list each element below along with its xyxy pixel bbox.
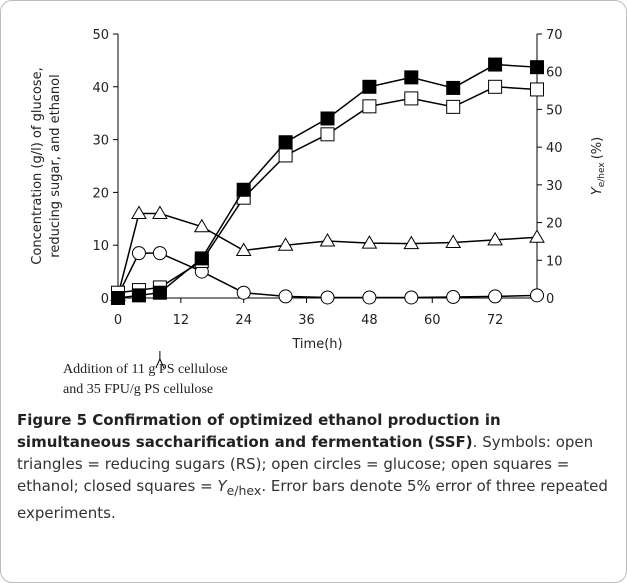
marker xyxy=(277,237,294,251)
marker xyxy=(446,80,461,95)
marker xyxy=(488,79,503,94)
marker xyxy=(319,232,336,247)
annotation: Addition of 11 g PS cellulose xyxy=(63,362,228,377)
y2-tick-label: 20 xyxy=(546,217,563,232)
marker xyxy=(404,290,419,305)
marker xyxy=(193,218,210,233)
y2-tick-label: 40 xyxy=(546,141,563,156)
marker xyxy=(530,82,544,97)
y2-label-sub: e/hex xyxy=(597,162,607,188)
y2-tick-label: 50 xyxy=(546,103,563,118)
y-tick-label: 50 xyxy=(92,28,109,43)
y2-tick-label: 60 xyxy=(546,66,563,81)
x-tick-label: 0 xyxy=(114,313,122,328)
marker xyxy=(446,289,461,304)
y-tick-label: 40 xyxy=(92,81,109,96)
annotation: and 35 FPU/g PS cellulose xyxy=(63,382,213,397)
marker xyxy=(446,99,461,114)
marker xyxy=(194,251,209,266)
marker xyxy=(278,135,293,150)
caption-subscript: e/hex xyxy=(226,483,262,498)
marker xyxy=(488,289,503,304)
y2-label-main: Y xyxy=(590,186,605,195)
y-axis-label: Concentration (g/l) of glucose, xyxy=(30,67,45,264)
y2-label-unit: (%) xyxy=(590,137,605,160)
series-line xyxy=(117,212,538,296)
marker xyxy=(362,290,377,305)
marker xyxy=(278,289,293,304)
marker xyxy=(530,60,544,75)
y-tick-label: 30 xyxy=(92,134,109,149)
caption-text: . Error bars denote 5% error of three re… xyxy=(17,477,608,522)
x-tick-label: 48 xyxy=(361,313,378,328)
caption-title: Figure 5 Confirmation of optimized ethan… xyxy=(17,411,501,451)
marker xyxy=(152,246,167,261)
marker xyxy=(404,91,419,106)
caption-text: . Symbols: open triangles = reducing sug… xyxy=(17,433,594,495)
x-tick-label: 24 xyxy=(235,313,252,328)
marker xyxy=(131,205,147,220)
chart: 0 10 20 30 40 50 0 10 20 30 40 50 60 70 0 12 24 36 48 60 72 T… xyxy=(30,28,607,397)
marker xyxy=(131,246,146,261)
marker xyxy=(361,235,378,249)
marker xyxy=(445,234,462,249)
marker xyxy=(320,127,335,142)
marker xyxy=(236,285,251,300)
marker xyxy=(236,182,251,197)
x-axis-label: Time(h) xyxy=(291,337,342,352)
marker xyxy=(131,288,146,303)
marker xyxy=(320,111,335,126)
marker xyxy=(152,205,168,220)
marker xyxy=(362,99,377,114)
y-tick-label: 20 xyxy=(92,186,109,201)
y-tick-label: 10 xyxy=(92,239,109,254)
y2-tick-label: 70 xyxy=(546,28,563,43)
x-tick-label: 12 xyxy=(173,313,190,328)
marker xyxy=(111,291,125,305)
caption: Figure 5 Confirmation of optimized ethan… xyxy=(17,409,613,524)
marker xyxy=(404,70,419,85)
annotation-arrowhead xyxy=(155,357,165,369)
y-axis-label: reducing sugar, and ethanol xyxy=(48,74,63,257)
caption-symbol: Y xyxy=(217,477,227,495)
y-tick-label: 0 xyxy=(101,292,109,307)
x-tick-label: 72 xyxy=(487,313,504,328)
x-tick-label: 60 xyxy=(424,313,441,328)
y2-tick-label: 0 xyxy=(546,292,554,307)
marker xyxy=(362,79,377,94)
y2-axis-label: Ye/hex (%) xyxy=(590,137,607,195)
marker xyxy=(320,290,335,305)
y2-tick-label: 30 xyxy=(546,179,563,194)
marker xyxy=(235,242,252,256)
marker xyxy=(487,231,503,246)
marker xyxy=(530,288,544,303)
marker xyxy=(488,57,503,72)
marker xyxy=(278,148,293,163)
marker xyxy=(403,235,420,250)
marker xyxy=(152,285,167,300)
x-tick-label: 36 xyxy=(298,313,315,328)
y2-tick-label: 10 xyxy=(546,254,563,269)
marker xyxy=(529,229,545,243)
